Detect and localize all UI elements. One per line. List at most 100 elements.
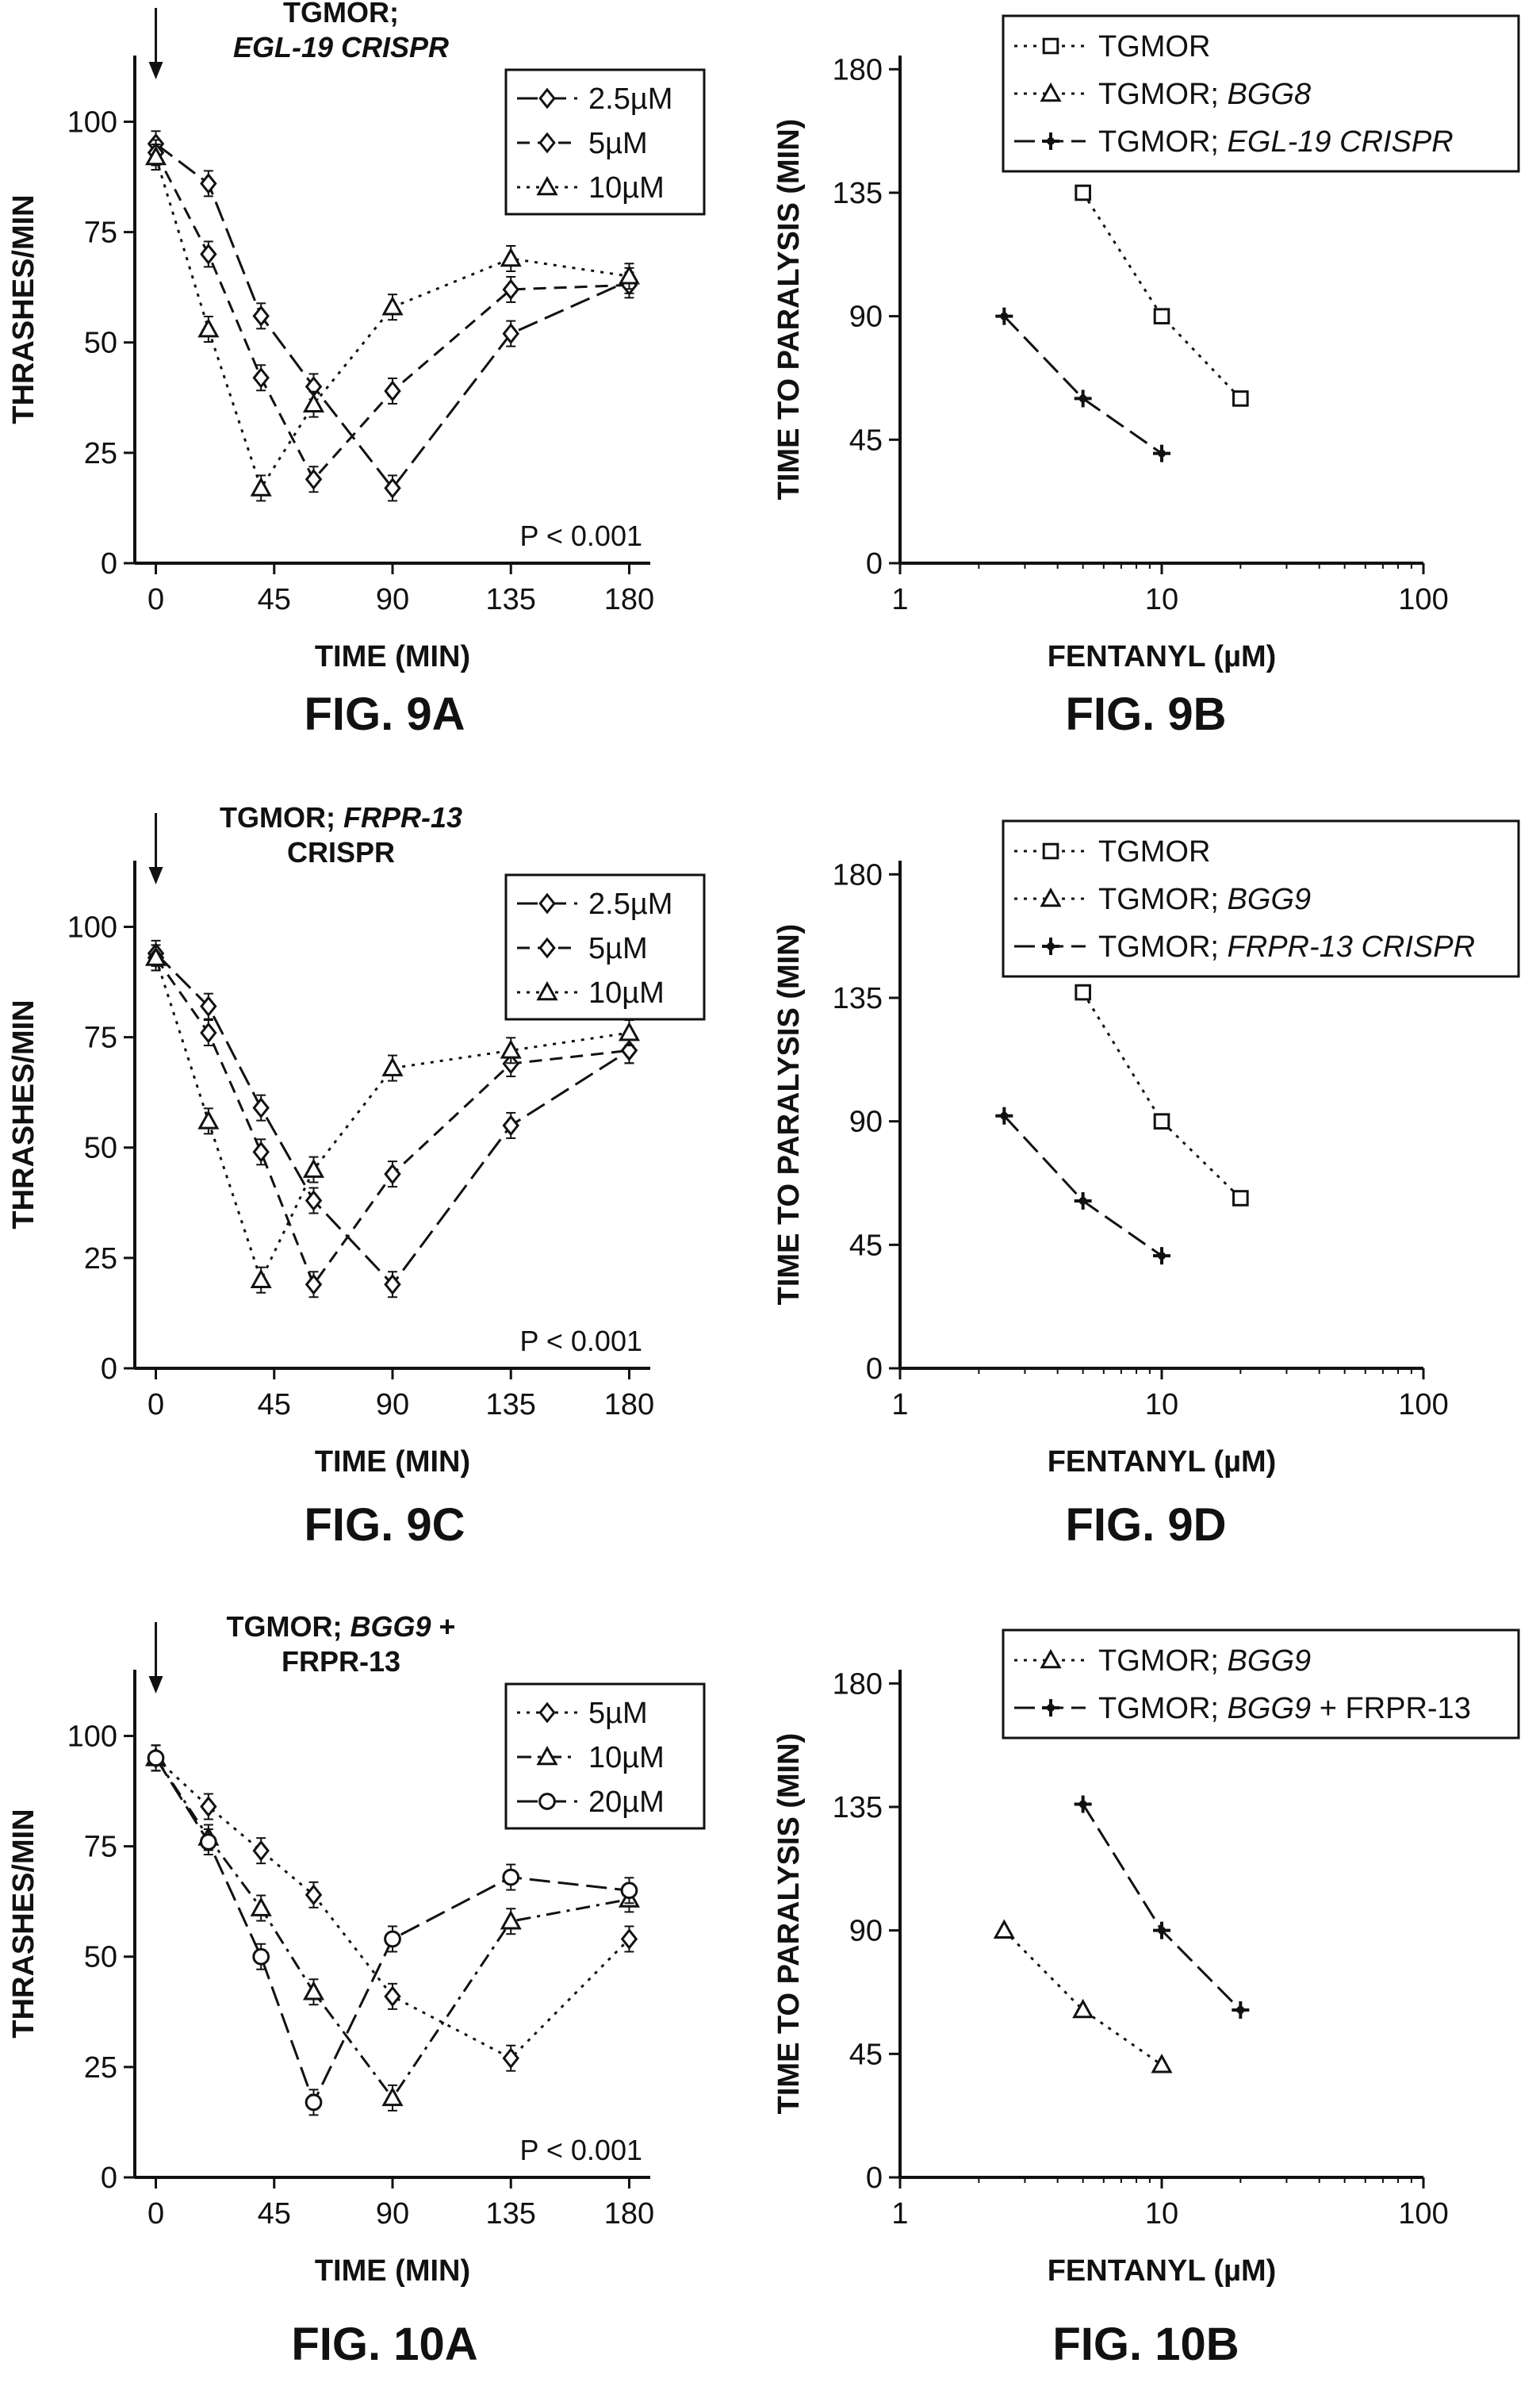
y-tick-label: 50 xyxy=(84,1941,117,1974)
y-tick-label: 0 xyxy=(101,1352,117,1386)
data-point xyxy=(250,1268,272,1288)
series-line xyxy=(1082,992,1242,1199)
legend-marker xyxy=(538,937,556,959)
data-point xyxy=(1151,2054,1173,2073)
y-tick-label: 100 xyxy=(67,1720,117,1753)
legend-marker xyxy=(1040,887,1062,907)
y-tick-label: 90 xyxy=(849,1106,883,1139)
legend-label: 20µM xyxy=(588,1786,665,1819)
series-3 xyxy=(144,944,641,1294)
data-point xyxy=(1074,1191,1092,1210)
legend-marker xyxy=(1040,82,1062,102)
data-point xyxy=(1232,2000,1250,2019)
data-point xyxy=(252,1141,270,1163)
x-tick-label: 90 xyxy=(376,583,409,616)
data-point xyxy=(302,1981,325,2000)
y-tick-label: 180 xyxy=(833,858,883,892)
data-point xyxy=(147,1749,165,1767)
figure-caption: FIG. 9A xyxy=(304,689,465,740)
y-tick-label: 135 xyxy=(833,982,883,1015)
x-tick-label: 45 xyxy=(258,583,291,616)
data-point xyxy=(200,1833,217,1851)
legend-label: TGMOR xyxy=(1098,835,1210,869)
legend-marker xyxy=(1042,1699,1059,1717)
x-axis-label: TIME (MIN) xyxy=(315,640,470,673)
data-point xyxy=(618,265,641,285)
data-point xyxy=(500,247,522,267)
figure-caption: FIG. 9B xyxy=(1065,689,1226,740)
data-point xyxy=(197,1110,220,1130)
x-tick-label: 10 xyxy=(1145,1388,1178,1421)
y-tick-label: 0 xyxy=(866,547,883,581)
fig10a-chart: 0 25 50 75 100 0 45 90 135 180 TIME (MIN) THRASHES/… xyxy=(7,1610,706,2370)
data-point xyxy=(200,244,217,265)
data-point xyxy=(502,2047,519,2070)
y-tick-label: 0 xyxy=(101,2162,117,2195)
series-2 xyxy=(1074,1795,1250,2019)
data-point xyxy=(252,305,270,327)
legend-label: 5µM xyxy=(588,127,648,160)
y-tick-label: 90 xyxy=(849,301,883,334)
legend-label: TGMOR; BGG8 xyxy=(1098,78,1311,111)
panel-title-line: CRISPR xyxy=(287,836,395,869)
data-point xyxy=(620,1882,638,1900)
data-point xyxy=(384,1985,401,2008)
y-tick-label: 75 xyxy=(84,217,117,250)
x-tick-label: 45 xyxy=(258,2197,291,2231)
x-axis-label: TIME (MIN) xyxy=(315,2254,470,2288)
data-point xyxy=(252,1097,270,1119)
data-point xyxy=(384,1930,401,1948)
x-tick-label: 10 xyxy=(1145,2197,1178,2231)
data-point xyxy=(305,1273,323,1295)
data-point xyxy=(502,1868,520,1886)
data-point xyxy=(1153,308,1170,324)
x-tick-label: 1 xyxy=(891,583,908,616)
data-point xyxy=(1074,1795,1092,1813)
legend-label: 2.5µM xyxy=(588,888,672,921)
data-point xyxy=(995,1107,1013,1125)
x-tick-label: 135 xyxy=(486,1388,536,1421)
legend-box xyxy=(1002,1628,1520,1740)
series-1 xyxy=(1075,184,1249,407)
y-tick-label: 50 xyxy=(84,327,117,360)
legend-label: TGMOR xyxy=(1098,30,1210,63)
legend-label: 10µM xyxy=(588,171,665,205)
legend-label: 5µM xyxy=(588,1697,648,1730)
x-tick-label: 135 xyxy=(486,583,536,616)
x-tick-label: 90 xyxy=(376,1388,409,1421)
legend-marker xyxy=(1042,132,1059,150)
data-point xyxy=(250,1897,272,1916)
series-3 xyxy=(147,1744,638,2116)
legend-label: 5µM xyxy=(588,932,648,965)
legend-marker xyxy=(538,132,556,154)
data-point xyxy=(1232,1190,1249,1206)
data-point xyxy=(305,1884,323,1906)
x-tick-label: 135 xyxy=(486,2197,536,2231)
legend-label: TGMOR; BGG9 xyxy=(1098,883,1311,916)
y-tick-label: 25 xyxy=(84,1242,117,1275)
series-line xyxy=(1003,315,1163,455)
figure-caption: FIG. 10A xyxy=(291,2319,477,2370)
series-line xyxy=(1082,192,1242,400)
data-point xyxy=(200,172,217,194)
legend-marker xyxy=(1042,37,1059,55)
y-tick-label: 50 xyxy=(84,1132,117,1165)
panel-title-line: TGMOR; BGG9 + xyxy=(226,1610,455,1643)
data-point xyxy=(1072,1998,1094,2019)
y-tick-label: 90 xyxy=(849,1915,883,1948)
legend-marker xyxy=(536,175,558,196)
data-point xyxy=(1074,389,1092,408)
data-point xyxy=(502,278,519,301)
x-tick-label: 180 xyxy=(604,583,654,616)
x-tick-label: 90 xyxy=(376,2197,409,2231)
series-line xyxy=(1003,1929,1163,2066)
data-point xyxy=(620,1928,638,1950)
legend-label: TGMOR; BGG9 xyxy=(1098,1644,1311,1678)
data-point xyxy=(995,307,1013,325)
y-axis-label: TIME TO PARALYSIS (MIN) xyxy=(772,1733,806,2115)
y-tick-label: 100 xyxy=(67,105,117,139)
legend-marker xyxy=(538,87,556,109)
x-tick-label: 180 xyxy=(604,2197,654,2231)
data-point xyxy=(500,1039,522,1059)
panel-title-line: TGMOR; FRPR-13 xyxy=(220,801,462,834)
